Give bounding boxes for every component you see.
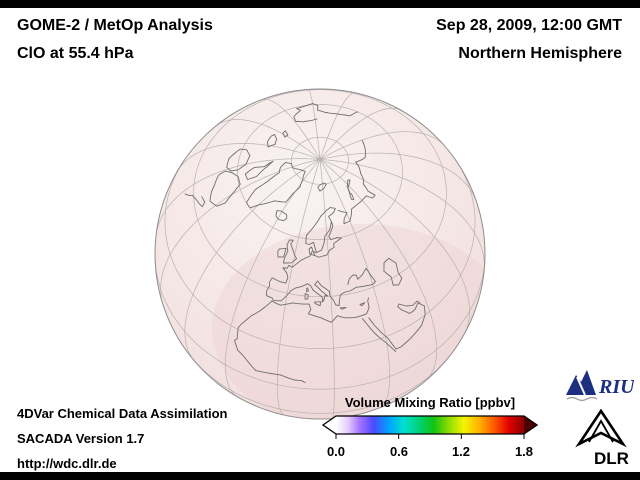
bottom-border-bar	[0, 472, 640, 480]
colorbar-gradient-bar	[336, 416, 524, 434]
colorbar-left-arrow	[323, 416, 336, 434]
colorbar-tick-label-0: 0.0	[326, 444, 346, 459]
colorbar-tick-label-3: 1.8	[514, 444, 534, 459]
dlr-emblem-inner-icon	[588, 419, 614, 443]
graticule-lines	[155, 89, 485, 419]
dlr-emblem-icon	[575, 408, 627, 448]
footer-credits: 4DVar Chemical Data Assimilation SACADA …	[17, 401, 228, 476]
top-border-bar	[0, 0, 640, 8]
riu-logo-text: RIU	[598, 376, 634, 398]
header-right: Sep 28, 2009, 12:00 GMT Northern Hemisph…	[436, 12, 622, 68]
colorbar	[322, 415, 538, 439]
dlr-logo-text: DLR	[594, 449, 629, 468]
colorbar-right-arrow	[524, 416, 537, 434]
coastline-outlines	[184, 103, 426, 384]
riu-slash-icon	[576, 376, 586, 396]
colorbar-tick-marks	[335, 434, 525, 439]
header-left: GOME-2 / MetOp Analysis ClO at 55.4 hPa	[17, 12, 213, 68]
riu-wave-icon	[566, 396, 598, 402]
colorbar-tick-label-2: 1.2	[451, 444, 471, 459]
riu-logo: RIU	[566, 370, 634, 402]
plot-title: GOME-2 / MetOp Analysis	[17, 17, 213, 34]
footer-line-assimilation: 4DVar Chemical Data Assimilation	[17, 406, 228, 421]
globe-container	[150, 84, 490, 429]
colorbar-tick-label-1: 0.6	[389, 444, 409, 459]
globe-map	[154, 88, 486, 420]
globe-limb-circle	[154, 88, 486, 420]
footer-line-version: SACADA Version 1.7	[17, 431, 145, 446]
plot-region: Northern Hemisphere	[458, 45, 622, 62]
plot-subtitle: ClO at 55.4 hPa	[17, 45, 134, 62]
colorbar-title: Volume Mixing Ratio [ppbv]	[344, 395, 516, 410]
footer-line-url: http://wdc.dlr.de	[17, 456, 117, 471]
plot-datetime: Sep 28, 2009, 12:00 GMT	[436, 17, 622, 34]
riu-peaks-icon	[566, 370, 596, 395]
dlr-logo: DLR	[575, 408, 629, 468]
